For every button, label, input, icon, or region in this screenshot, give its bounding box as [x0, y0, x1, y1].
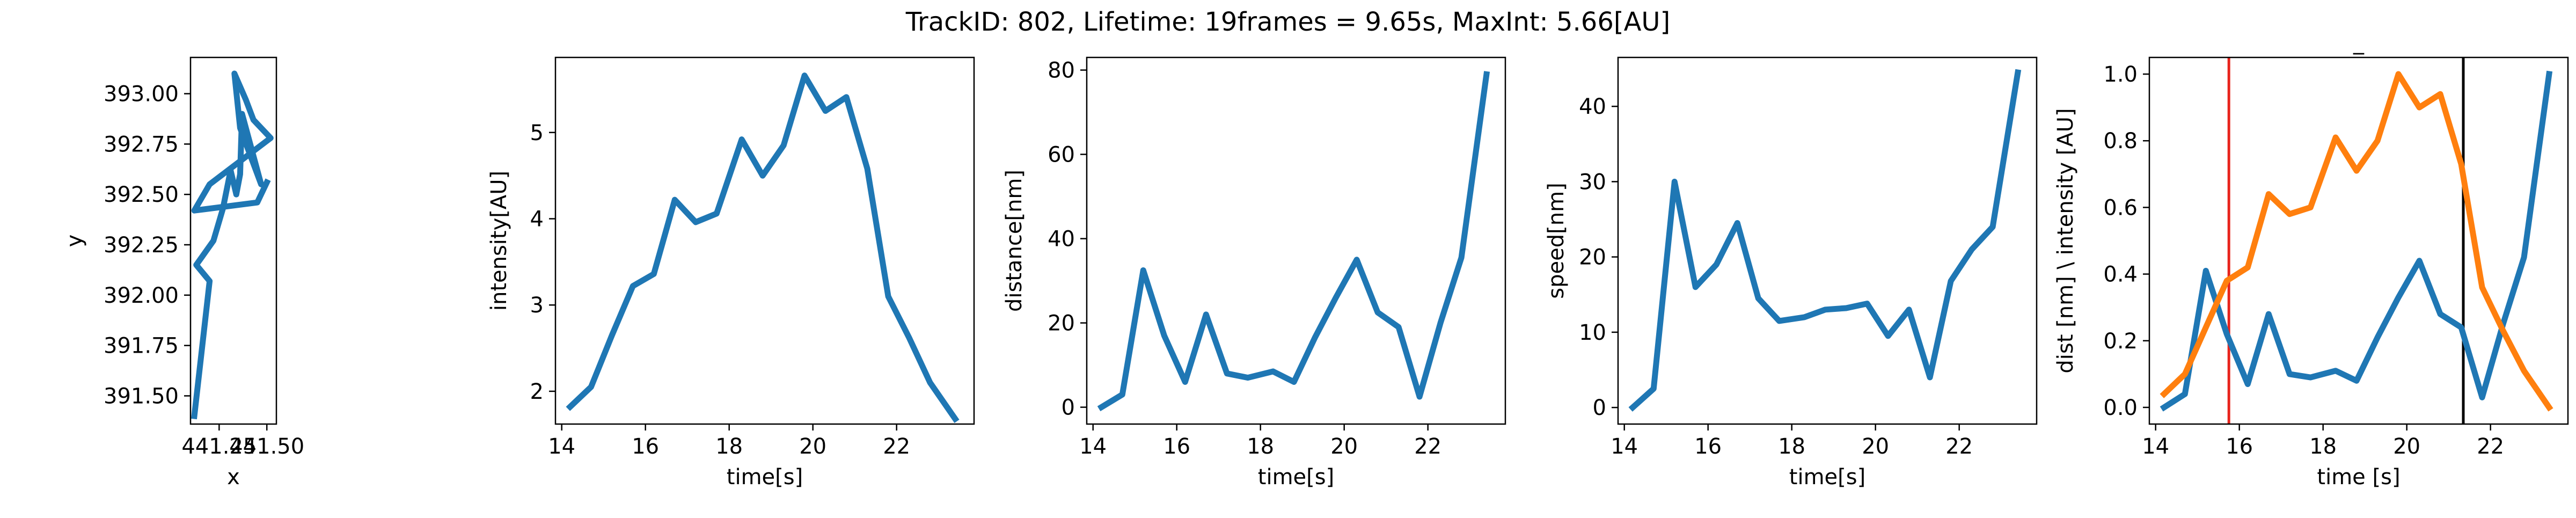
- series-line-distance-0: [1097, 71, 1490, 412]
- xtick-label-distance-2: 18: [1247, 434, 1274, 459]
- xtick-label-intensity-4: 22: [883, 434, 910, 459]
- ytick-label-speed-2: 20: [1579, 245, 1606, 270]
- series-line-normalized-1: [2160, 71, 2553, 412]
- xtick-label-distance-3: 20: [1330, 434, 1358, 459]
- xtick-label-normalized-2: 18: [2309, 434, 2337, 459]
- chart-distance: 14 16 18 20 22 0 20 40 60 80 time[s] distance[nm]: [1002, 56, 1506, 490]
- ytick-label-trajectory-6: 393.00: [104, 82, 179, 107]
- xtick-label-normalized-3: 20: [2393, 434, 2420, 459]
- xtick-label-distance-4: 22: [1414, 434, 1441, 459]
- ytick-label-normalized-2: 0.4: [2103, 262, 2138, 287]
- series-line-speed-0: [1628, 69, 2022, 412]
- xlabel-speed: time[s]: [1789, 465, 1865, 490]
- xlabel-intensity: time[s]: [727, 465, 803, 490]
- ytick-label-trajectory-4: 392.50: [104, 183, 179, 207]
- xlabel-distance: time[s]: [1258, 465, 1334, 490]
- xtick-label-speed-0: 14: [1611, 434, 1638, 459]
- series-line-normalized-0: [2160, 70, 2553, 412]
- axes-frame-intensity: [554, 56, 975, 425]
- xtick-label-intensity-3: 20: [799, 434, 826, 459]
- ylabel-distance: distance[nm]: [1002, 170, 1027, 312]
- ytick-label-intensity-2: 4: [530, 207, 544, 232]
- ytick-label-speed-1: 10: [1579, 320, 1606, 345]
- ytick-label-normalized-0: 0.0: [2103, 396, 2138, 420]
- ytick-label-speed-4: 40: [1579, 94, 1606, 119]
- series-line-trajectory-0: [191, 70, 274, 420]
- ytick-label-distance-2: 40: [1048, 227, 1075, 252]
- ylabel-normalized: dist [nm] \ intensity [AU]: [2053, 108, 2078, 373]
- axes-frame-trajectory: [189, 56, 277, 425]
- ytick-label-trajectory-2: 392.00: [104, 283, 179, 308]
- ytick-label-intensity-3: 5: [530, 121, 544, 145]
- xtick-label-distance-1: 16: [1163, 434, 1190, 459]
- ylabel-intensity: intensity[AU]: [487, 171, 511, 311]
- ytick-label-distance-4: 80: [1048, 59, 1075, 83]
- xtick-label-intensity-1: 16: [632, 434, 659, 459]
- ytick-label-intensity-1: 3: [530, 293, 544, 318]
- xtick-label-normalized-1: 16: [2226, 434, 2253, 459]
- ytick-label-trajectory-5: 392.75: [104, 132, 179, 157]
- axes-frame-distance: [1086, 56, 1506, 425]
- ytick-label-trajectory-3: 392.25: [104, 233, 179, 258]
- xtick-label-speed-4: 22: [1945, 434, 1973, 459]
- xlabel-normalized: time [s]: [2317, 465, 2400, 490]
- ytick-label-trajectory-0: 391.50: [104, 384, 179, 408]
- ytick-label-distance-3: 60: [1048, 143, 1075, 167]
- figure-suptitle: TrackID: 802, Lifetime: 19frames = 9.65s…: [905, 7, 1671, 37]
- ytick-label-distance-0: 0: [1062, 396, 1075, 420]
- chart-normalized: 14 16 18 20 22 0.0 0.2 0.4 0.6 0.8 1.0 time [s] dist…: [2053, 30, 2569, 490]
- axes-title-normalized: _: [2353, 30, 2365, 55]
- ylabel-speed: speed[nm]: [1544, 183, 1569, 298]
- axes-frame-speed: [1617, 56, 2038, 425]
- ytick-label-speed-0: 0: [1593, 396, 1606, 420]
- xtick-label-speed-2: 18: [1778, 434, 1805, 459]
- xtick-label-normalized-0: 14: [2142, 434, 2169, 459]
- series-line-intensity-0: [566, 72, 960, 424]
- xtick-label-trajectory-0: 441.25: [181, 434, 257, 459]
- ytick-label-normalized-3: 0.6: [2103, 195, 2138, 220]
- ytick-label-normalized-4: 0.8: [2103, 129, 2138, 154]
- ytick-label-trajectory-1: 391.75: [104, 334, 179, 359]
- ytick-label-normalized-1: 0.2: [2103, 329, 2138, 354]
- ytick-label-distance-1: 20: [1048, 311, 1075, 336]
- xtick-label-distance-0: 14: [1079, 434, 1107, 459]
- xtick-label-normalized-4: 22: [2477, 434, 2504, 459]
- ytick-label-speed-3: 30: [1579, 170, 1606, 194]
- xtick-label-speed-1: 16: [1694, 434, 1722, 459]
- ylabel-trajectory: y: [62, 235, 87, 247]
- xtick-label-intensity-2: 18: [715, 434, 743, 459]
- chart-speed: 14 16 18 20 22 0 10 20 30 40 time[s] speed[nm]: [1544, 56, 2038, 490]
- axes-frame-normalized: [2148, 56, 2569, 425]
- xtick-label-trajectory-1: 441.50: [229, 434, 304, 459]
- ytick-label-intensity-0: 2: [530, 380, 544, 404]
- ytick-label-normalized-5: 1.0: [2103, 62, 2138, 87]
- xtick-label-speed-3: 20: [1862, 434, 1889, 459]
- xlabel-trajectory: x: [227, 465, 240, 490]
- xtick-label-intensity-0: 14: [548, 434, 575, 459]
